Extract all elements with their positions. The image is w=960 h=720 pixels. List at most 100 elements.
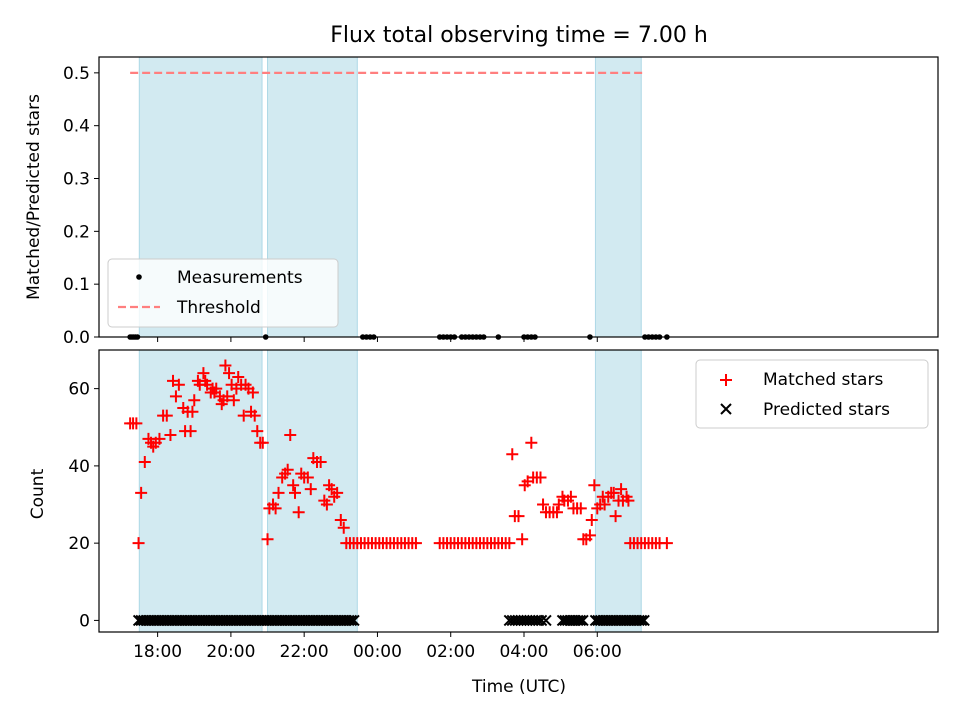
matched-star-point: [301, 471, 314, 484]
matched-star-point: [272, 486, 285, 499]
matched-star-point: [534, 471, 547, 484]
matched-star-point: [246, 386, 259, 399]
matched-star-point: [525, 436, 538, 449]
x-tick-label: 06:00: [573, 642, 622, 662]
top-xticks: [157, 337, 598, 342]
matched-star-point: [609, 510, 622, 523]
matched-star-point: [660, 537, 673, 550]
y-tick-label: 0.3: [63, 170, 90, 190]
matched-star-point: [188, 394, 201, 407]
legend-predicted-label: Predicted stars: [763, 400, 890, 420]
matched-star-point: [598, 498, 611, 511]
predicted-star-point: [535, 614, 548, 627]
legend-measurements-label: Measurements: [177, 268, 303, 288]
top-ylabel: Matched/Predicted stars: [24, 94, 44, 300]
matched-star-point: [583, 529, 596, 542]
top-panel: 0.0 0.1 0.2 0.3 0.4 0.5 Matched/Predicted sta…: [24, 56, 939, 348]
y-tick-label: 0.5: [63, 64, 90, 84]
matched-star-point: [219, 359, 232, 372]
matched-star-point: [550, 506, 563, 519]
bottom-legend-box: [695, 359, 929, 429]
matched-star-point: [588, 479, 601, 492]
matched-star-point: [585, 513, 598, 526]
matched-star-point: [304, 483, 317, 496]
matched-star-point: [169, 390, 182, 403]
predicted-star-point: [343, 614, 355, 627]
matched-star-point: [516, 533, 529, 546]
matched-star-point: [210, 382, 223, 395]
predicted-star-point: [574, 614, 587, 627]
matched-star-point: [607, 486, 620, 499]
bottom-axes-frame: [98, 349, 939, 633]
legend-predicted-marker: [720, 403, 732, 415]
predicted-star-point: [638, 614, 650, 627]
top-legend-box: [107, 258, 339, 328]
bottom-panel: 0 20 40 60 18:00 20:00 22:00 00:00 02:00 04:00 06…: [28, 349, 939, 697]
bottom-spans: [138, 349, 642, 633]
legend-threshold-label: Threshold: [176, 298, 261, 318]
predicted-star-point: [633, 614, 645, 627]
y-tick-label: 0.4: [63, 117, 90, 137]
matched-star-point: [506, 448, 519, 461]
matched-star-point: [197, 367, 210, 380]
bottom-marks: [124, 359, 673, 627]
y-tick-label: 0.1: [63, 275, 90, 295]
matched-star-point: [564, 490, 577, 503]
top-legend: Measurements Threshold: [107, 258, 339, 328]
predicted-star-point: [577, 614, 589, 627]
legend-measurements-marker: [136, 274, 142, 280]
matched-star-point: [334, 513, 347, 526]
matched-star-point: [269, 502, 282, 515]
predicted-star-point: [345, 614, 358, 627]
bottom-ylabel: Count: [28, 468, 48, 519]
matched-star-point: [281, 463, 294, 476]
matched-star-point: [248, 409, 261, 422]
matched-star-point: [251, 425, 264, 438]
y-tick-label: 0: [79, 611, 90, 631]
matched-star-point: [223, 367, 236, 380]
matched-star-point: [292, 506, 305, 519]
matched-star-point: [184, 425, 197, 438]
x-tick-label: 20:00: [206, 642, 255, 662]
predicted-star-point: [572, 614, 584, 627]
matched-star-point: [537, 498, 550, 511]
observing-span: [594, 56, 642, 338]
matched-star-point: [314, 456, 327, 469]
legend-matched-label: Matched stars: [763, 370, 883, 390]
top-axes-frame: [98, 56, 939, 338]
matched-star-point: [331, 486, 344, 499]
matched-star-point: [232, 371, 245, 384]
top-yticks: 0.0 0.1 0.2 0.3 0.4 0.5: [63, 64, 99, 348]
matched-star-point: [287, 479, 300, 492]
matched-star-point: [172, 378, 185, 391]
matched-star-point: [138, 456, 151, 469]
bottom-xlabel: Time (UTC): [471, 677, 566, 697]
matched-star-point: [574, 502, 587, 515]
matched-star-point: [227, 394, 240, 407]
matched-star-point: [512, 510, 525, 523]
matched-star-point: [409, 537, 422, 550]
matched-star-point: [284, 428, 297, 441]
x-tick-label: 22:00: [280, 642, 329, 662]
matched-star-point: [164, 428, 177, 441]
matched-star-point: [503, 537, 516, 550]
matched-star-point: [289, 486, 302, 499]
x-tick-label: 04:00: [499, 642, 548, 662]
predicted-star-point: [635, 614, 648, 627]
y-tick-label: 40: [68, 457, 90, 477]
y-tick-label: 20: [68, 534, 90, 554]
matched-star-point: [337, 521, 350, 534]
observing-span: [138, 349, 263, 633]
matched-star-point: [622, 494, 635, 507]
top-marks: [127, 71, 670, 340]
matched-star-point: [186, 405, 199, 418]
bottom-yticks: 0 20 40 60: [68, 380, 99, 631]
x-tick-label: 02:00: [426, 642, 475, 662]
x-tick-label: 18:00: [133, 642, 182, 662]
matched-star-point: [320, 498, 333, 511]
matched-star-point: [256, 436, 269, 449]
matched-star-point: [130, 417, 143, 430]
matched-star-point: [221, 390, 234, 403]
y-tick-label: 60: [68, 380, 90, 400]
